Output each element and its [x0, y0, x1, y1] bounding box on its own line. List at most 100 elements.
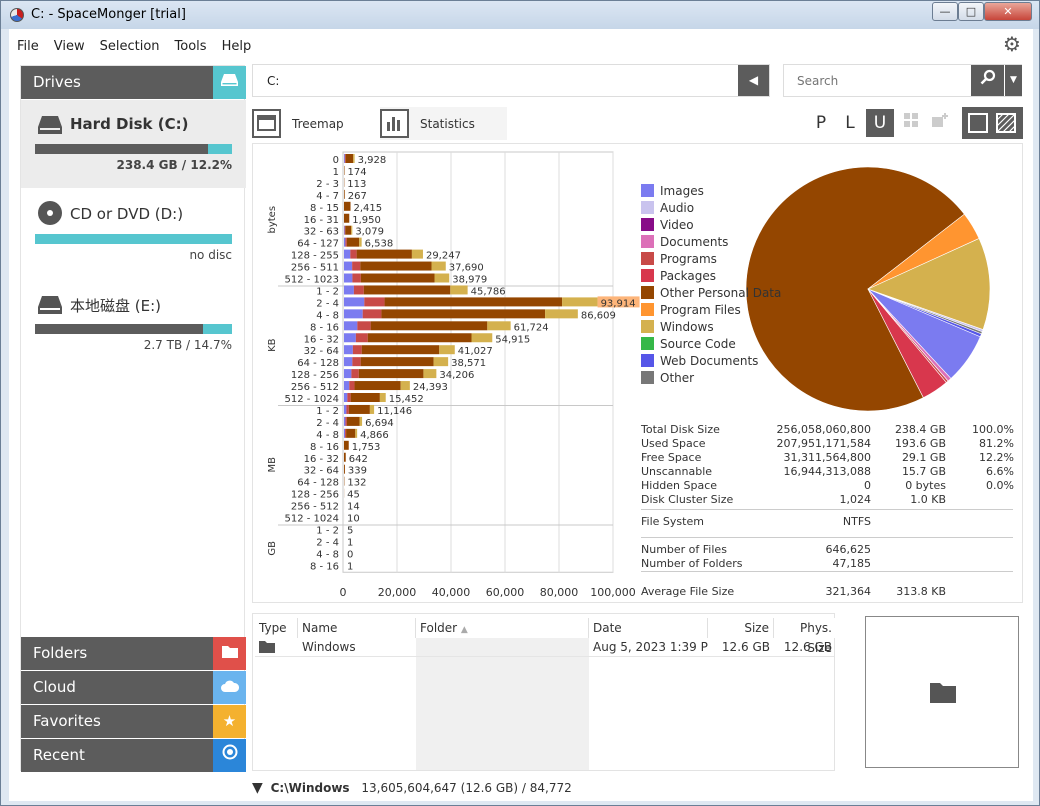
- legend-item: Program Files: [641, 303, 781, 320]
- value-label: 4,866: [360, 430, 389, 441]
- value-label: 29,247: [426, 251, 461, 262]
- value-label: 1,753: [352, 442, 381, 453]
- drive-stat: 2.7 TB / 14.7%: [143, 338, 232, 352]
- drive-usage-bar: [35, 144, 232, 154]
- histogram-bar-segment: [352, 345, 362, 355]
- menu-help[interactable]: Help: [221, 39, 252, 54]
- col-date[interactable]: Date: [589, 618, 708, 638]
- drive-d[interactable]: CD or DVD (D:) no disc: [21, 190, 246, 278]
- search-icon[interactable]: [971, 65, 1004, 96]
- histogram-bar-segment: [364, 297, 385, 307]
- drive-c[interactable]: Hard Disk (C:) 238.4 GB / 12.2%: [21, 100, 246, 188]
- legend-swatch: [641, 354, 654, 367]
- favorites-label: Favorites: [33, 712, 101, 730]
- histogram-bar-segment: [344, 297, 365, 307]
- col-folder[interactable]: Folder ▲: [416, 618, 589, 638]
- x-tick-label: 80,000: [540, 586, 579, 599]
- grid-layout-icon[interactable]: [897, 109, 925, 137]
- maximize-button[interactable]: □: [958, 2, 984, 21]
- legend-item: Windows: [641, 320, 781, 337]
- view-p-button[interactable]: P: [815, 113, 827, 133]
- view-u-button[interactable]: U: [866, 109, 894, 137]
- histogram-bar-segment: [344, 381, 350, 391]
- gear-icon[interactable]: ⚙: [1003, 32, 1021, 56]
- col-phys-size[interactable]: Phys. Size: [774, 618, 836, 655]
- legend-swatch: [641, 303, 654, 316]
- col-type[interactable]: Type: [255, 618, 298, 638]
- drives-header[interactable]: Drives: [21, 66, 246, 99]
- stats-row: Unscannable 16,944,313,088 15.7 GB 6.6%: [641, 465, 1021, 479]
- category-label: 1 - 2: [316, 286, 339, 297]
- folders-section[interactable]: Folders: [21, 637, 246, 670]
- histogram-bar-segment: [350, 249, 357, 259]
- col-name[interactable]: Name: [298, 618, 416, 638]
- category-label: 256 - 512: [291, 382, 339, 393]
- stats-cell: Disk Cluster Size: [641, 493, 734, 506]
- view-l-button[interactable]: L: [845, 113, 855, 133]
- cloud-section[interactable]: Cloud: [21, 671, 246, 704]
- histogram-bar-segment: [434, 273, 450, 283]
- table-row[interactable]: [255, 638, 834, 656]
- drive-stat: 238.4 GB / 12.2%: [116, 158, 233, 172]
- address-bar[interactable]: C: ◀: [252, 64, 770, 97]
- stats-cell: 0.0%: [986, 479, 1014, 492]
- legend-swatch: [641, 184, 654, 197]
- square-icon[interactable]: [968, 113, 988, 133]
- favorites-section[interactable]: Favorites ★: [21, 705, 246, 738]
- tab-treemap[interactable]: Treemap: [252, 107, 372, 140]
- legend-swatch: [641, 286, 654, 299]
- menu-selection[interactable]: Selection: [99, 39, 160, 54]
- highlight-box: [597, 296, 640, 308]
- legend-swatch: [641, 269, 654, 282]
- col-size[interactable]: Size: [708, 618, 774, 638]
- drive-e[interactable]: 本地磁盘 (E:) 2.7 TB / 14.7%: [21, 280, 246, 368]
- value-label: 174: [347, 167, 366, 178]
- recent-icon: [213, 739, 246, 772]
- stats-row: Hidden Space 0 0 bytes 0.0%: [641, 479, 1021, 493]
- legend-label: Programs: [660, 252, 717, 266]
- menu-file[interactable]: File: [17, 39, 39, 54]
- back-arrow-icon[interactable]: ◀: [738, 65, 769, 96]
- drive-usage-bar: [35, 234, 232, 244]
- histogram-bar-segment: [361, 345, 440, 355]
- stats-row: Number of Files 646,625: [641, 543, 1021, 557]
- histogram-bar-segment: [344, 154, 345, 163]
- search-input[interactable]: [785, 66, 970, 95]
- histogram-bar-segment: [370, 321, 488, 331]
- drive-stat: no disc: [189, 248, 232, 262]
- cloud-label: Cloud: [33, 678, 76, 696]
- histogram-bar-segment: [344, 309, 363, 319]
- chevron-down-icon[interactable]: ▼: [1005, 65, 1022, 96]
- sort-up-icon: ▲: [460, 625, 468, 635]
- stats-cell: 0: [864, 479, 871, 492]
- close-button[interactable]: ✕: [984, 2, 1032, 21]
- histogram-bar-segment: [344, 369, 352, 379]
- value-label: 3,928: [358, 155, 387, 166]
- histogram-bar-segment: [359, 416, 363, 426]
- tab-statistics[interactable]: Statistics: [380, 107, 507, 140]
- histogram-bar-segment: [487, 321, 511, 331]
- histogram-bar-segment: [344, 393, 348, 402]
- value-label: 339: [348, 466, 367, 477]
- value-label: 0: [347, 549, 353, 560]
- recent-section[interactable]: Recent: [21, 739, 246, 772]
- category-label: 2 - 3: [316, 179, 339, 190]
- value-label: 2,415: [354, 203, 383, 214]
- x-tick-label: 40,000: [432, 586, 471, 599]
- legend-swatch: [641, 235, 654, 248]
- minimize-button[interactable]: —: [932, 2, 958, 21]
- histogram-bar-segment: [344, 237, 346, 247]
- stats-cell: 15.7 GB: [901, 465, 946, 478]
- add-panel-icon[interactable]: [926, 109, 954, 137]
- stats-cell: 193.6 GB: [894, 437, 946, 450]
- treemap-icon: [252, 109, 281, 138]
- path-down-icon[interactable]: ▼: [252, 780, 263, 796]
- menu-view[interactable]: View: [53, 39, 85, 54]
- legend-item: Source Code: [641, 337, 781, 354]
- folders-label: Folders: [33, 644, 88, 662]
- category-label: 1 - 2: [316, 406, 339, 417]
- hatch-icon[interactable]: [996, 113, 1016, 133]
- stats-divider: [641, 537, 1013, 538]
- menu-tools[interactable]: Tools: [174, 39, 207, 54]
- stats-cell: Used Space: [641, 437, 706, 450]
